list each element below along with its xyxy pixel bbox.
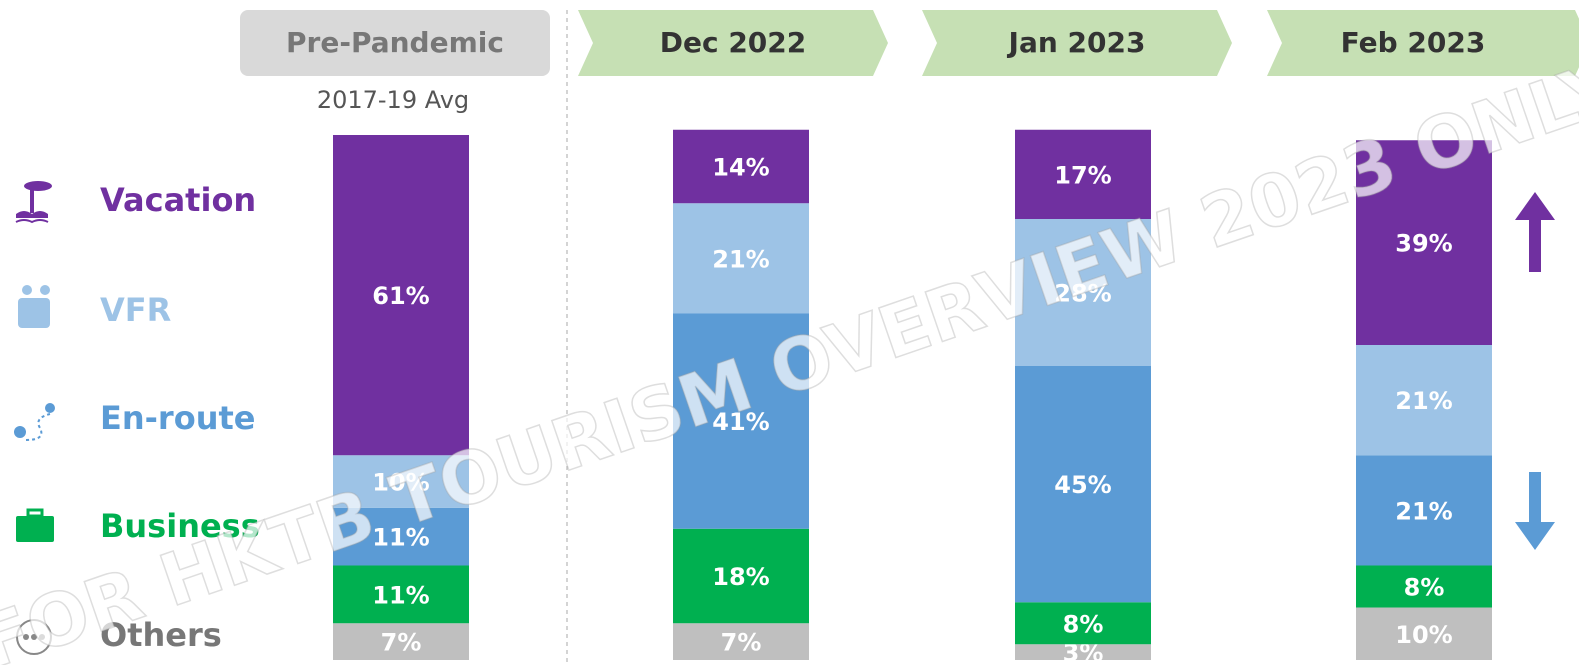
- header-label: Pre-Pandemic: [286, 26, 504, 59]
- value-label: 11%: [372, 581, 429, 609]
- value-label: 39%: [1395, 230, 1452, 258]
- bar-segment: [333, 455, 469, 508]
- header-chevron: [578, 10, 888, 76]
- value-label: 18%: [712, 563, 769, 591]
- value-label: 10%: [372, 469, 429, 497]
- bar-segment: [673, 528, 809, 624]
- header-label: Feb 2023: [1341, 26, 1486, 59]
- bar-segment: [1356, 455, 1492, 566]
- bar-segment: [1015, 644, 1151, 660]
- bar-segment: [1015, 219, 1151, 366]
- business-icon: [16, 508, 54, 542]
- bar-segment: [673, 623, 809, 660]
- bar-segment: [673, 203, 809, 314]
- value-label: 21%: [712, 245, 769, 273]
- value-label: 10%: [1395, 621, 1452, 649]
- value-label: 21%: [1395, 387, 1452, 415]
- header-chevron: [922, 10, 1232, 76]
- down-arrow: [1515, 472, 1555, 550]
- bar-segment: [1015, 129, 1151, 219]
- header-label: Dec 2022: [660, 26, 807, 59]
- value-label: 8%: [1404, 574, 1445, 602]
- value-label: 7%: [721, 629, 762, 657]
- bar-segment: [333, 507, 469, 566]
- header-box: [240, 10, 550, 76]
- value-label: 8%: [1063, 610, 1104, 638]
- bar-segment: [1015, 602, 1151, 645]
- vfr-icon: [18, 285, 50, 328]
- value-label: 7%: [381, 629, 422, 657]
- value-label: 21%: [1395, 497, 1452, 525]
- vacation-icon: [15, 181, 52, 224]
- value-label: 41%: [712, 408, 769, 436]
- header-chevron: [1267, 10, 1579, 76]
- bar-segment: [673, 313, 809, 529]
- bar-segment: [333, 565, 469, 624]
- value-label: 45%: [1054, 471, 1111, 499]
- legend-label: VFR: [100, 291, 171, 329]
- value-label: 28%: [1054, 280, 1111, 308]
- en-route-icon: [14, 403, 55, 441]
- up-arrow: [1515, 192, 1555, 272]
- bar-segment: [1356, 607, 1492, 660]
- legend-label: En-route: [100, 399, 255, 437]
- header-label: Jan 2023: [1007, 26, 1146, 59]
- legend-label: Business: [100, 507, 260, 545]
- bar-segment: [1356, 140, 1492, 345]
- bar-segment: [333, 623, 469, 660]
- bar-segment: [673, 129, 809, 204]
- legend-label: Others: [100, 616, 222, 654]
- bar-segment: [1356, 565, 1492, 608]
- bar-segment: [1356, 345, 1492, 456]
- subtitle: 2017-19 Avg: [317, 86, 469, 114]
- value-label: 14%: [712, 154, 769, 182]
- value-label: 61%: [372, 282, 429, 310]
- others-icon: [16, 619, 52, 655]
- value-label: 11%: [372, 524, 429, 552]
- bar-segment: [1015, 366, 1151, 603]
- value-label: 17%: [1054, 161, 1111, 189]
- bar-segment: [333, 135, 469, 456]
- legend-label: Vacation: [100, 181, 256, 219]
